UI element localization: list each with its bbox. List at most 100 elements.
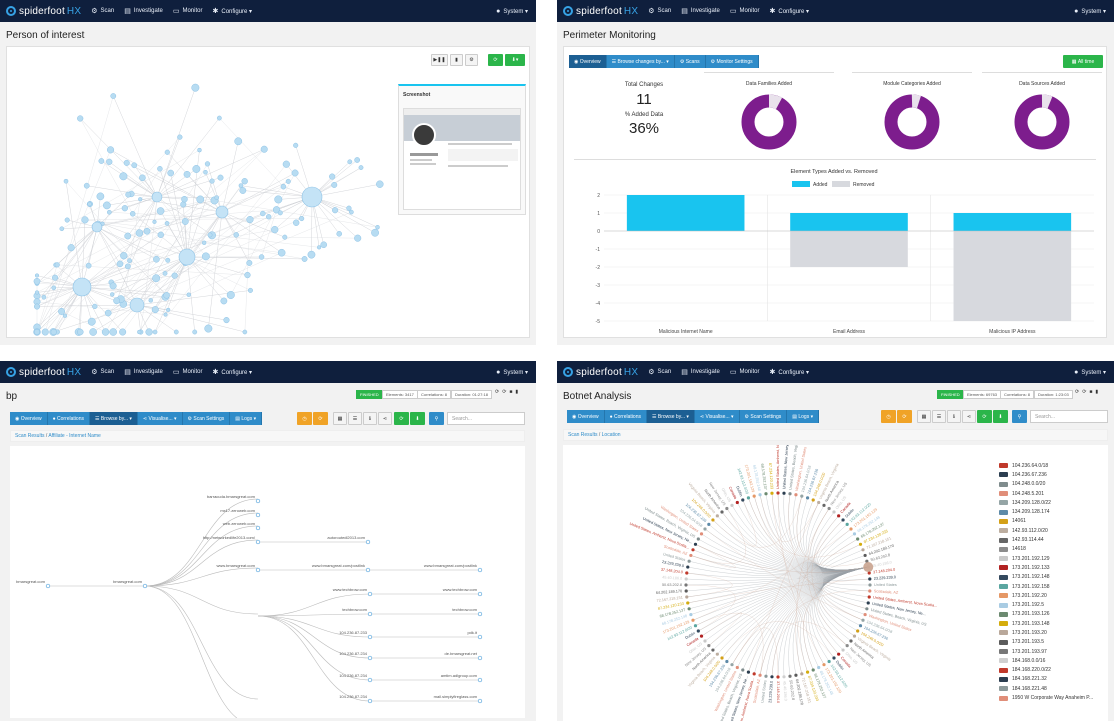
export-button[interactable]: ⬇▾ xyxy=(505,54,525,66)
brand-logo[interactable]: spiderfoot HX xyxy=(563,367,638,378)
tab-visualise[interactable]: ⋖ Visualise... ▾ xyxy=(694,410,740,423)
tab-scan-settings[interactable]: ⚙ Scan Settings xyxy=(739,410,788,423)
settings-button[interactable]: ⚙ xyxy=(465,54,478,66)
brand-logo[interactable]: spiderfoot HX xyxy=(563,6,638,17)
legend-item[interactable]: 134.209.128.174 xyxy=(999,507,1104,516)
tab-browse-by[interactable]: ☰ Browse by... ▾ xyxy=(647,410,695,423)
legend-item[interactable]: 104.248.5.201 xyxy=(999,489,1104,498)
legend-item[interactable]: 104.248.0.0/20 xyxy=(999,480,1104,489)
legend-item[interactable]: 184.168.221.48 xyxy=(999,684,1104,693)
nav-configure[interactable]: ✱ Configure ▾ xyxy=(769,7,809,15)
legend-item[interactable]: 173.201.193.148 xyxy=(999,619,1104,628)
nav-scan[interactable]: ⚙ Scan xyxy=(648,368,671,376)
screenshot-image[interactable] xyxy=(403,108,521,210)
tab-overview[interactable]: ◉ Overview xyxy=(10,412,48,425)
brand-logo[interactable]: spiderfoot HX xyxy=(6,6,81,17)
refresh-button[interactable]: ⟳ xyxy=(394,412,409,425)
user-menu[interactable]: ● System ▾ xyxy=(1074,8,1106,15)
legend-item[interactable]: 104.236.64.0/18 xyxy=(999,461,1104,470)
nav-monitor[interactable]: ▭ Monitor xyxy=(173,7,203,15)
legend-item[interactable]: 173.201.192.158 xyxy=(999,582,1104,591)
user-menu[interactable]: ● System ▾ xyxy=(1074,369,1106,376)
legend-item[interactable]: 173.201.192.129 xyxy=(999,554,1104,563)
legend-item[interactable]: 184.168.0.0/16 xyxy=(999,656,1104,665)
legend-item[interactable]: 173.201.192.20 xyxy=(999,591,1104,600)
legend-item[interactable]: 173.201.193.20 xyxy=(999,628,1104,637)
table-view-button[interactable]: ▦ xyxy=(333,412,347,425)
nav-scan[interactable]: ⚙ Scan xyxy=(91,7,114,15)
nav-configure[interactable]: ✱ Configure ▾ xyxy=(769,368,809,376)
donut-chart[interactable] xyxy=(1012,92,1072,152)
tab-logs[interactable]: ▤ Logs ▾ xyxy=(230,412,263,425)
rerun-button[interactable]: ⟳ xyxy=(313,412,328,425)
list-view-button[interactable]: ☰ xyxy=(348,412,362,425)
nav-configure[interactable]: ✱ Configure ▾ xyxy=(212,7,252,15)
refresh-button[interactable]: ⟳ xyxy=(488,54,503,66)
tab-correlations[interactable]: ● Correlations xyxy=(604,410,647,423)
all-time-button[interactable]: ▦ All time xyxy=(1063,55,1103,68)
legend-item[interactable]: 173.201.192.133 xyxy=(999,563,1104,572)
user-menu[interactable]: ● System ▾ xyxy=(496,369,528,376)
legend-item[interactable]: 173.201.193.126 xyxy=(999,610,1104,619)
legend-item[interactable]: 142.93.114.44 xyxy=(999,535,1104,544)
stop-button[interactable]: ◷ xyxy=(297,412,312,425)
tab-browse-changes[interactable]: ☰ Browse changes by... ▾ xyxy=(606,55,675,68)
network-graph[interactable] xyxy=(7,47,407,337)
table-view-button[interactable]: ▦ xyxy=(917,410,931,423)
breadcrumb-root[interactable]: Scan Results xyxy=(15,433,45,439)
legend-item[interactable]: 184.168.220.0/22 xyxy=(999,666,1104,675)
rerun-button[interactable]: ⟳ xyxy=(897,410,912,423)
stop-button[interactable]: ◷ xyxy=(881,410,896,423)
legend-item[interactable]: 142.93.112.0/20 xyxy=(999,526,1104,535)
legend-item[interactable]: 173.201.192.5 xyxy=(999,600,1104,609)
tab-logs[interactable]: ▤ Logs ▾ xyxy=(787,410,820,423)
tab-correlations[interactable]: ● Correlations xyxy=(47,412,90,425)
legend-item[interactable]: 184.168.221.32 xyxy=(999,675,1104,684)
element-types-bar-chart[interactable]: Element Types Added vs. Removed Added Remo… xyxy=(564,161,1104,336)
download-button[interactable]: ⬇ xyxy=(410,412,425,425)
header-icons[interactable]: ⟳⟳■▮ xyxy=(495,389,522,395)
search-input[interactable]: Search... xyxy=(1030,410,1108,423)
info-button[interactable]: ℹ xyxy=(363,412,377,425)
donut-chart[interactable] xyxy=(882,92,942,152)
info-button[interactable]: ℹ xyxy=(947,410,961,423)
tab-scan-settings[interactable]: ⚙ Scan Settings xyxy=(182,412,231,425)
nav-scan[interactable]: ⚙ Scan xyxy=(91,368,114,376)
download-button[interactable]: ⬇ xyxy=(993,410,1008,423)
legend-item[interactable]: 173.201.192.148 xyxy=(999,573,1104,582)
breadcrumb-leaf[interactable]: Affiliate - Internet Name xyxy=(48,433,101,439)
refresh-button[interactable]: ⟳ xyxy=(977,410,992,423)
breadcrumb-root[interactable]: Scan Results xyxy=(568,432,598,438)
legend-item[interactable]: 173.201.193.5 xyxy=(999,638,1104,647)
play-pause-button[interactable]: ▶❚❚ xyxy=(431,54,448,66)
legend-item[interactable]: 1950 W Corporate Way Anaheim P... xyxy=(999,693,1104,702)
tab-visualise[interactable]: ⋖ Visualise... ▾ xyxy=(137,412,183,425)
domain-tree[interactable]: bmarsgreat.com bmarsgreat.com barracuda.bm… xyxy=(10,446,525,721)
nav-investigate[interactable]: ▤ Investigate xyxy=(681,368,720,376)
nav-monitor[interactable]: ▭ Monitor xyxy=(173,368,203,376)
nav-monitor[interactable]: ▭ Monitor xyxy=(730,7,760,15)
graph-view-button[interactable]: ⋖ xyxy=(962,410,976,423)
donut-chart[interactable] xyxy=(739,92,799,152)
header-icons[interactable]: ⟳⟳■▮ xyxy=(1075,389,1102,395)
tab-overview[interactable]: ◉ Overview xyxy=(567,410,605,423)
save-button[interactable]: ▮ xyxy=(450,54,463,66)
search-button[interactable]: ⚲ xyxy=(1012,410,1027,423)
legend-item[interactable]: 134.209.128.0/22 xyxy=(999,498,1104,507)
user-menu[interactable]: ● System ▾ xyxy=(496,8,528,15)
tab-scans[interactable]: ⚙ Scans xyxy=(674,55,706,68)
brand-logo[interactable]: spiderfoot HX xyxy=(6,367,81,378)
nav-investigate[interactable]: ▤ Investigate xyxy=(681,7,720,15)
breadcrumb-leaf[interactable]: Location xyxy=(601,432,621,438)
legend-item[interactable]: 14618 xyxy=(999,545,1104,554)
legend-item[interactable]: 173.201.193.97 xyxy=(999,647,1104,656)
legend-item[interactable]: 104.236.67.236 xyxy=(999,470,1104,479)
location-chord-diagram[interactable]: United States, Amherst, Nova Scotia... Un… xyxy=(563,424,983,721)
nav-configure[interactable]: ✱ Configure ▾ xyxy=(212,368,252,376)
tab-browse-by[interactable]: ☰ Browse by... ▾ xyxy=(90,412,138,425)
graph-view-button[interactable]: ⋖ xyxy=(378,412,392,425)
legend-item[interactable]: 14061 xyxy=(999,517,1104,526)
tab-overview[interactable]: ◉ Overview xyxy=(569,55,607,68)
list-view-button[interactable]: ☰ xyxy=(932,410,946,423)
nav-investigate[interactable]: ▤ Investigate xyxy=(124,368,163,376)
